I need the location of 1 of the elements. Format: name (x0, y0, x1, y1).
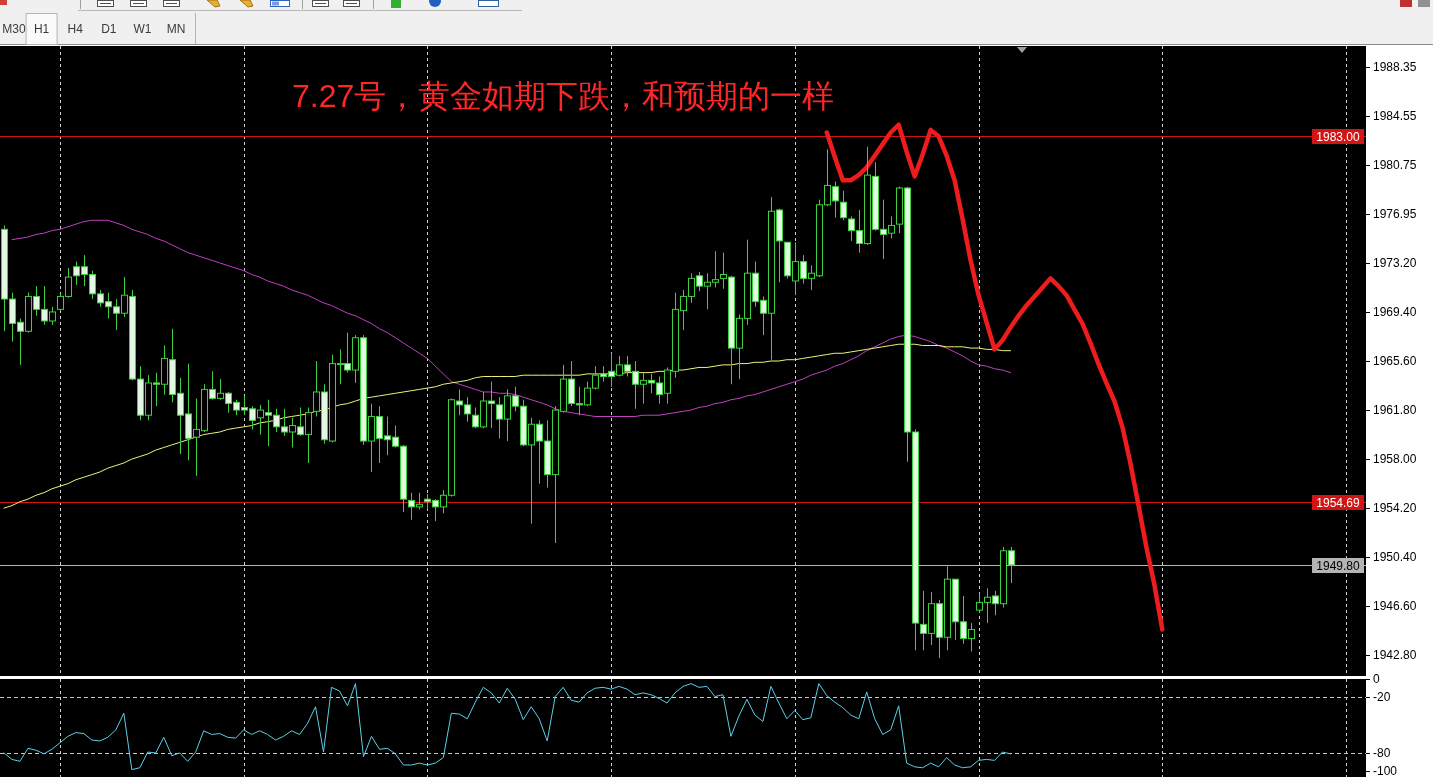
title: 7.27号，黄金如期下跌，和预期的一样 (292, 78, 835, 114)
